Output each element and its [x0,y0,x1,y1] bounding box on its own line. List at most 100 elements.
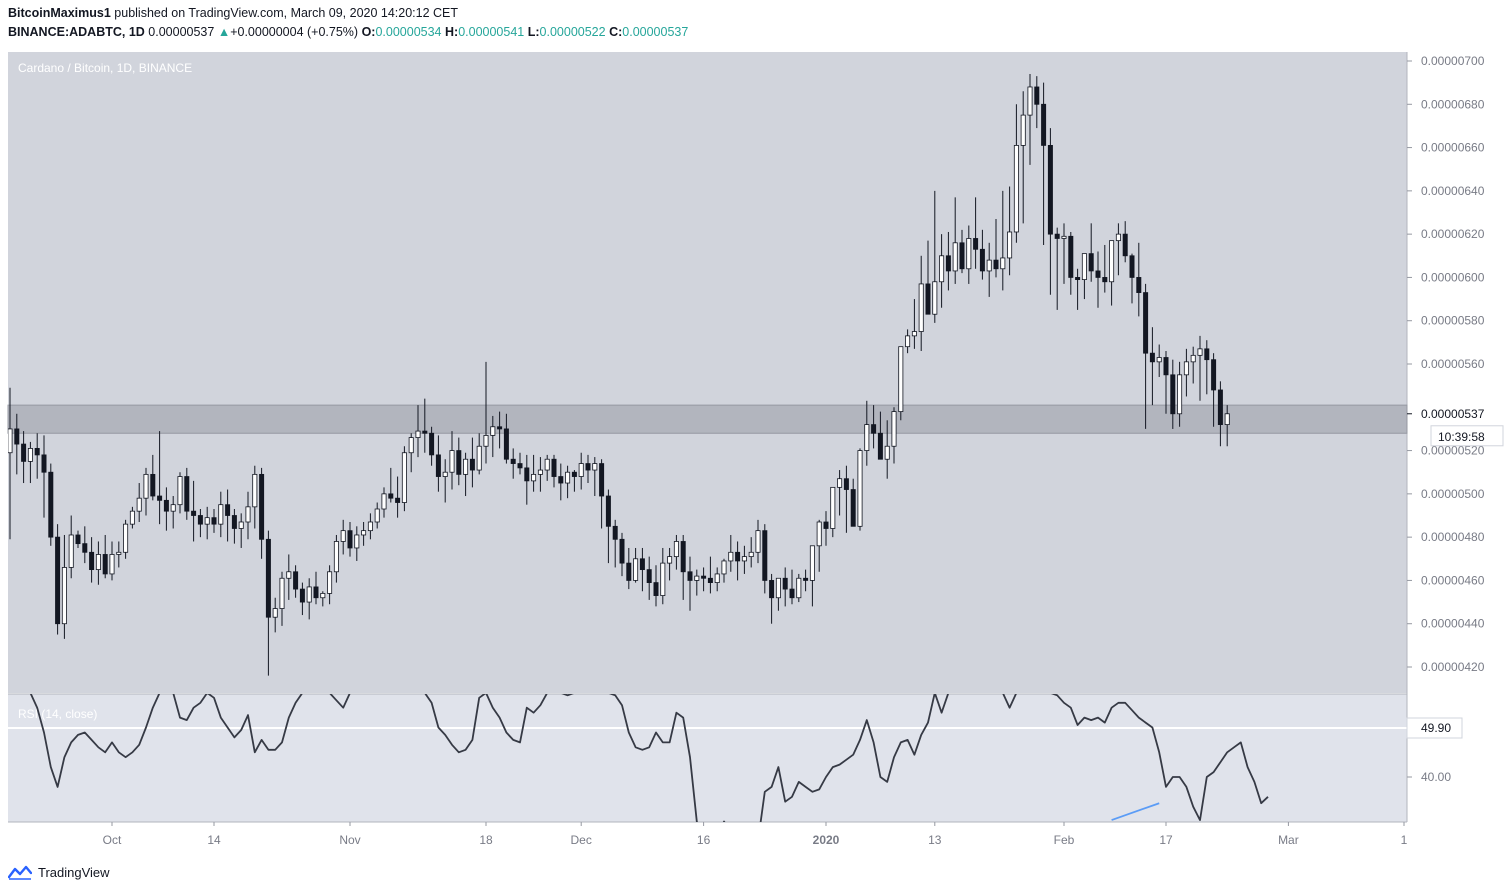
countdown-label: 10:39:58 [1438,430,1485,444]
candle-down [945,255,951,272]
candle-up [327,571,333,594]
support-zone [7,404,1408,434]
candle-up [245,506,251,523]
candle-down [14,428,20,445]
candle-down [150,473,156,497]
author-name[interactable]: BitcoinMaximus1 [8,6,111,20]
time-tick-label: 16 [697,833,711,847]
candle-up [796,577,802,599]
candle-down [55,536,61,625]
close-label: C: [609,25,623,39]
price-tick-label: 0.00000460 [1421,573,1485,587]
price-tick-label: 0.00000520 [1421,444,1485,458]
time-axis [8,822,1407,851]
candle-up [483,435,489,447]
candle-up [694,575,700,581]
candle-up [932,281,938,315]
high-value: 0.00000541 [458,25,525,39]
candle-down [551,458,557,477]
candle-down [619,538,625,564]
candle-down [184,476,190,512]
candle-up [68,534,74,568]
rsi-tick-label: 40.00 [1421,770,1451,784]
candle-down [925,283,931,315]
change-value: +0.00000004 (+0.75%) [230,25,359,39]
candle-up [1000,257,1006,270]
candle-down [21,443,27,462]
candle-down [850,489,856,527]
publish-line: BitcoinMaximus1 published on TradingView… [8,6,458,20]
candle-up [1156,357,1162,363]
candle-up [1007,231,1013,259]
candle-down [75,534,81,545]
candle-down [293,571,299,590]
candle-down [1075,277,1081,280]
candle-up [714,573,720,583]
price-tick-label: 0.00000440 [1421,617,1485,631]
time-tick-label: 13 [928,833,942,847]
price-pane [8,52,1407,693]
rsi-value-label: 49.90 [1421,721,1451,735]
low-label: L: [527,25,540,39]
candle-down [973,238,979,250]
price-pane-title: Cardano / Bitcoin, 1D, BINANCE [18,61,192,75]
candle-down [211,517,217,525]
candle-up [306,586,312,603]
candle-up [884,445,890,460]
candle-down [782,577,788,590]
candle-up [204,517,210,525]
candle-down [701,575,707,579]
footer-brand[interactable]: TradingView [38,864,110,880]
candle-down [803,577,809,581]
candle-up [136,497,142,512]
candle-down [871,424,877,434]
candle-down [163,499,169,512]
candle-down [435,454,441,477]
candle-up [123,523,129,553]
candle-up [837,478,843,488]
candle-up [891,411,897,447]
candle-down [456,450,462,475]
candle-down [422,430,428,434]
candle-down [429,432,435,456]
candle-up [966,238,972,270]
candle-up [1177,374,1183,415]
candle-down [653,582,659,596]
time-tick-label: Feb [1054,833,1075,847]
rsi-value-box [1406,717,1463,739]
candle-up [633,558,639,581]
candle-down [1102,277,1108,283]
candle-down [510,458,516,464]
candle-up [857,450,863,527]
tradingview-logo-icon[interactable] [8,864,32,880]
candle-up [565,471,571,484]
candle-up [1013,145,1019,233]
price-tick-label: 0.00000660 [1421,141,1485,155]
time-tick-label: Mar [1278,833,1299,847]
price-tick-label: 0.00000560 [1421,357,1485,371]
candle-up [1081,253,1087,280]
low-value: 0.00000522 [539,25,606,39]
candle-up [95,554,101,571]
candle-up [218,504,224,525]
time-tick-label: 17 [1159,833,1173,847]
candle-down [735,551,741,562]
candle-down [469,458,475,471]
price-tick-label: 0.00000620 [1421,227,1485,241]
candle-down [599,463,605,497]
candle-down [197,515,203,525]
candle-down [1129,255,1135,278]
published-text: published on TradingView.com, March 09, … [114,6,459,20]
candle-down [1217,389,1223,426]
candle-up [415,430,421,438]
candle-up [537,469,543,475]
candle-up [544,458,550,471]
candle-down [789,588,795,599]
candle-down [823,521,829,529]
candle-down [41,454,47,473]
price-tick-label: 0.00000420 [1421,660,1485,674]
rsi-group [8,694,1407,822]
candle-up [490,426,496,436]
candle-up [531,473,537,482]
